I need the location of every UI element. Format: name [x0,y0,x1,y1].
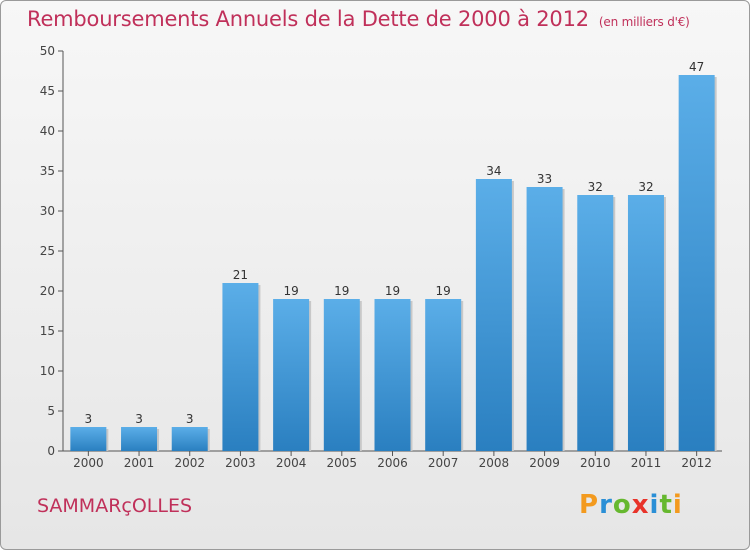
proxiti-logo[interactable]: Proxiti [579,490,683,520]
x-tick-label: 2002 [174,456,205,470]
commune-name: SAMMARçOLLES [37,495,193,517]
y-tick-label: 45 [40,84,55,98]
bar [678,75,715,451]
y-tick-label: 0 [47,444,55,458]
logo-letter: i [649,490,660,520]
bar [526,187,563,451]
data-label: 21 [233,268,248,282]
bar [374,299,411,451]
logo-letter: x [631,490,650,520]
bar [577,195,614,451]
y-tick-label: 25 [40,244,55,258]
x-tick-label: 2008 [479,456,510,470]
y-tick-label: 10 [40,364,55,378]
x-tick-label: 2011 [631,456,662,470]
bar [70,427,107,451]
logo-letter: P [579,490,600,520]
data-label: 3 [186,412,194,426]
data-label: 33 [537,172,552,186]
chart-title-text: Remboursements Annuels de la Dette de 20… [27,7,589,31]
logo-letter: r [599,490,613,520]
bar [222,283,259,451]
y-tick-label: 40 [40,124,55,138]
y-tick-label: 30 [40,204,55,218]
x-tick-label: 2004 [276,456,307,470]
data-label: 19 [385,284,400,298]
y-tick-label: 5 [47,404,55,418]
data-label: 19 [334,284,349,298]
x-tick-label: 2003 [225,456,256,470]
logo-letter: o [612,490,632,520]
bar [273,299,310,451]
bar [121,427,158,451]
data-label: 32 [638,180,653,194]
bar [323,299,360,451]
x-tick-label: 2010 [580,456,611,470]
data-label: 19 [436,284,451,298]
bar [425,299,462,451]
x-tick-label: 2012 [681,456,712,470]
bar [475,179,512,451]
y-tick-label: 20 [40,284,55,298]
y-tick-label: 15 [40,324,55,338]
chart-title: Remboursements Annuels de la Dette de 20… [27,7,690,31]
data-label: 47 [689,60,704,74]
x-tick-label: 2005 [327,456,358,470]
logo-letter: t [659,490,673,520]
logo-letter: i [672,490,683,520]
y-tick-label: 35 [40,164,55,178]
chart-axes: 0 5 10 15 20 25 30 35 40 45 50 2000 2001 2002 2003 2004… [40,44,722,470]
x-tick-label: 2001 [124,456,155,470]
x-tick-label: 2007 [428,456,459,470]
chart-subtitle: (en milliers d'€) [598,15,690,29]
y-tick-label: 50 [40,44,55,58]
data-label: 34 [486,164,501,178]
x-tick-label: 2006 [377,456,408,470]
data-label: 3 [85,412,93,426]
bar [627,195,664,451]
data-label: 19 [283,284,298,298]
x-tick-label: 2000 [73,456,104,470]
data-label: 32 [588,180,603,194]
data-label: 3 [135,412,143,426]
bar [171,427,208,451]
x-tick-label: 2009 [529,456,560,470]
